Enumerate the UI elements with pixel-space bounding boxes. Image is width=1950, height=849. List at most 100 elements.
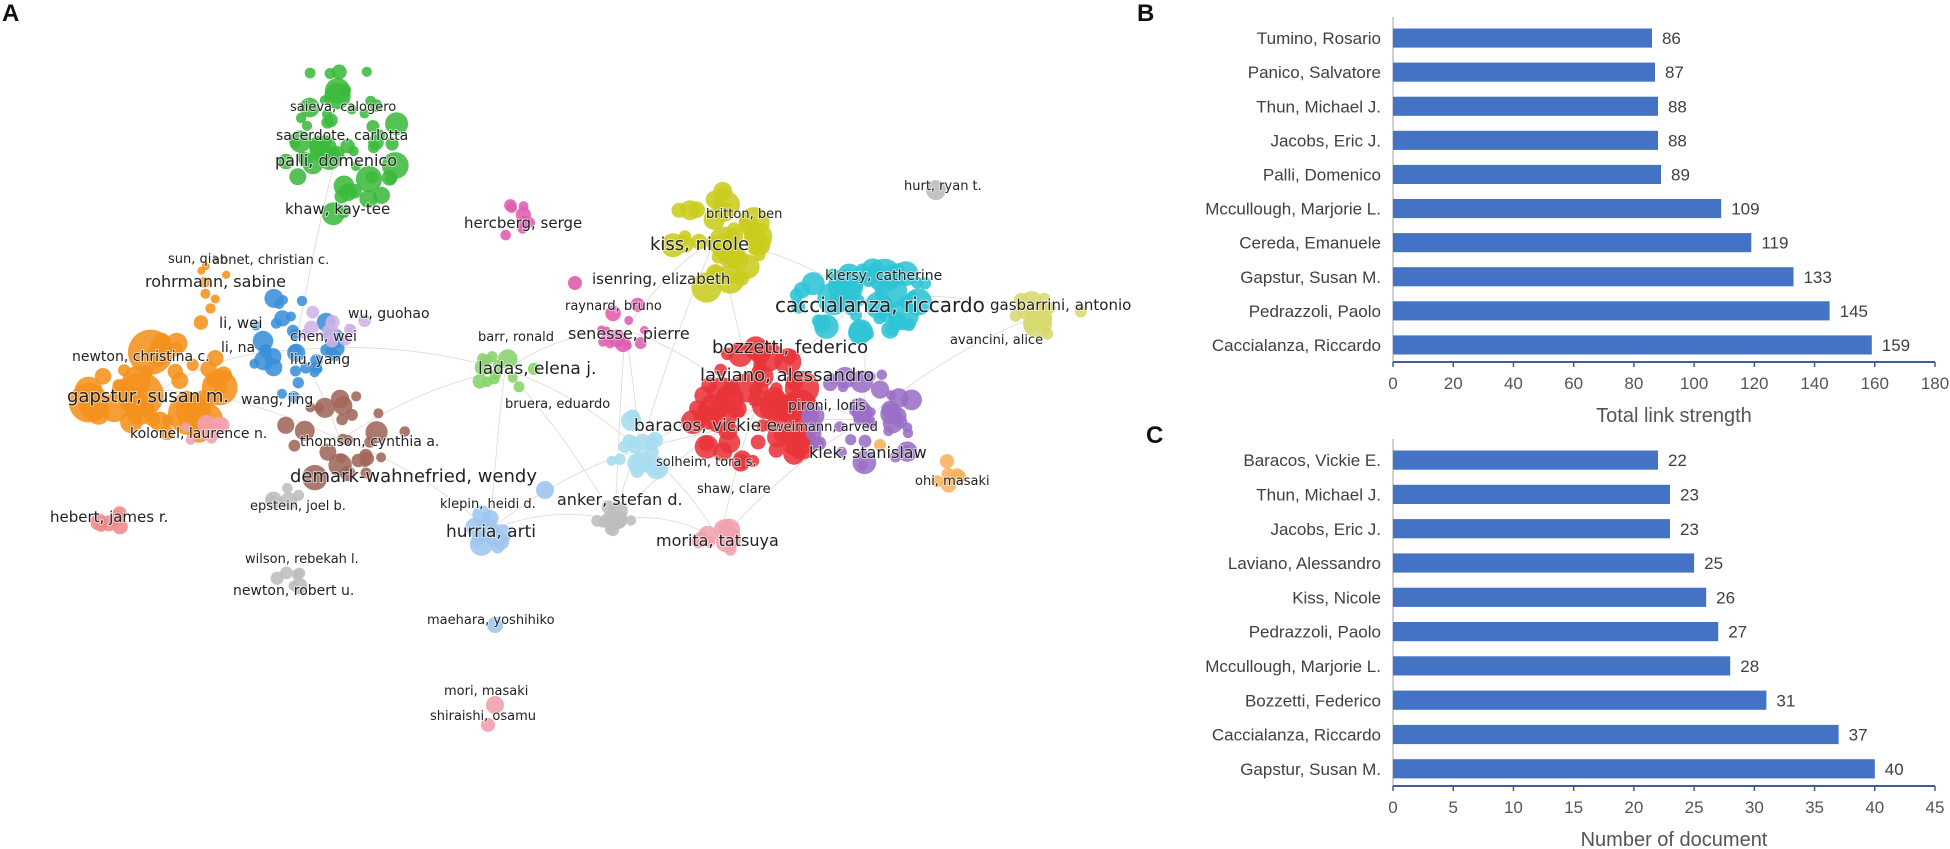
author-label: isenring, elizabeth — [592, 270, 730, 288]
author-label: avancini, alice — [950, 333, 1043, 348]
author-node — [385, 112, 409, 136]
author-node — [693, 411, 707, 426]
data-label: 37 — [1849, 726, 1868, 745]
bar — [1393, 164, 1661, 184]
author-node — [258, 344, 272, 358]
author-node — [372, 186, 390, 204]
author-label: demark-wahnefried, wendy — [290, 466, 537, 487]
author-node — [762, 387, 786, 411]
network-link — [489, 369, 506, 531]
author-label: sun, qian — [168, 252, 228, 267]
author-node — [865, 419, 876, 430]
author-node — [883, 426, 894, 437]
author-node — [750, 434, 766, 450]
cluster-gray — [264, 483, 305, 510]
author-node — [851, 402, 873, 423]
author-node — [368, 134, 384, 150]
author-node — [278, 153, 294, 170]
author-node — [385, 173, 397, 185]
author-node — [848, 321, 872, 345]
x-tick-label: 0 — [1388, 374, 1397, 393]
author-node — [714, 406, 727, 419]
author-node — [277, 416, 295, 434]
author-node — [304, 67, 316, 79]
author-node — [87, 402, 110, 425]
author-node — [280, 492, 298, 510]
author-node — [678, 230, 692, 243]
data-label: 23 — [1680, 485, 1699, 504]
author-node — [694, 386, 713, 405]
author-node — [321, 202, 345, 226]
author-node — [282, 483, 293, 494]
author-node — [748, 382, 763, 397]
data-label: 22 — [1668, 451, 1687, 470]
author-node — [897, 441, 918, 462]
x-tick-label: 40 — [1504, 374, 1523, 393]
author-node — [725, 227, 744, 246]
author-node — [698, 435, 715, 452]
bar — [1393, 553, 1695, 573]
author-node — [723, 379, 740, 396]
author-label: raynard, bruno — [565, 299, 662, 314]
author-label: shaw, clare — [697, 482, 771, 497]
author-label: palli, domenico — [275, 151, 397, 170]
author-node — [860, 267, 879, 285]
author-label: klek, stanislaw — [809, 443, 927, 462]
author-node — [324, 78, 351, 104]
data-label: 31 — [1776, 691, 1795, 710]
author-node — [365, 421, 388, 444]
author-node — [310, 354, 323, 367]
author-node — [319, 443, 337, 461]
author-label: anker, stefan d. — [557, 490, 683, 509]
author-node — [299, 328, 310, 339]
data-label: 119 — [1761, 234, 1788, 253]
author-node — [513, 381, 525, 393]
author-node — [95, 520, 107, 532]
author-node — [500, 229, 512, 241]
bar — [1393, 62, 1655, 82]
author-node — [302, 464, 328, 491]
author-node — [210, 294, 220, 304]
bar — [1393, 96, 1658, 116]
author-label: liu, yang — [290, 352, 350, 368]
author-node — [791, 299, 806, 314]
author-node — [186, 358, 199, 371]
author-node — [350, 161, 361, 172]
x-tick-label: 25 — [1685, 798, 1704, 817]
author-node — [691, 233, 707, 250]
x-tick-label: 10 — [1504, 798, 1523, 817]
author-label: abnet, christian c. — [212, 253, 329, 268]
author-node — [336, 413, 348, 426]
author-node — [950, 468, 964, 482]
author-node — [336, 453, 347, 464]
category-label: Thun, Michael J. — [1256, 97, 1381, 116]
author-node — [703, 208, 726, 230]
author-node — [305, 402, 316, 413]
author-node — [337, 433, 349, 445]
bar — [1393, 335, 1872, 355]
category-label: Pedrazzoli, Paolo — [1249, 302, 1381, 321]
author-node — [291, 568, 304, 581]
author-node — [294, 420, 315, 441]
author-node — [1074, 305, 1087, 318]
author-node — [834, 366, 856, 389]
author-node — [614, 453, 626, 466]
author-node — [837, 381, 849, 393]
author-node — [940, 477, 957, 493]
author-node — [481, 376, 493, 388]
author-node — [222, 270, 231, 279]
author-node — [625, 515, 637, 526]
author-node — [293, 489, 305, 501]
bar — [1393, 450, 1658, 470]
cluster-gray — [591, 500, 637, 537]
author-node — [801, 272, 825, 296]
x-tick-label: 30 — [1745, 798, 1764, 817]
author-label: kolonel, laurence n. — [130, 426, 267, 442]
author-label: klepin, heidi d. — [440, 497, 536, 512]
author-node — [346, 104, 357, 115]
author-node — [193, 315, 209, 330]
author-node — [837, 263, 861, 287]
author-label: newton, christina c. — [72, 349, 210, 365]
author-node — [365, 170, 379, 184]
author-label: khaw, kay-tee — [285, 200, 390, 218]
